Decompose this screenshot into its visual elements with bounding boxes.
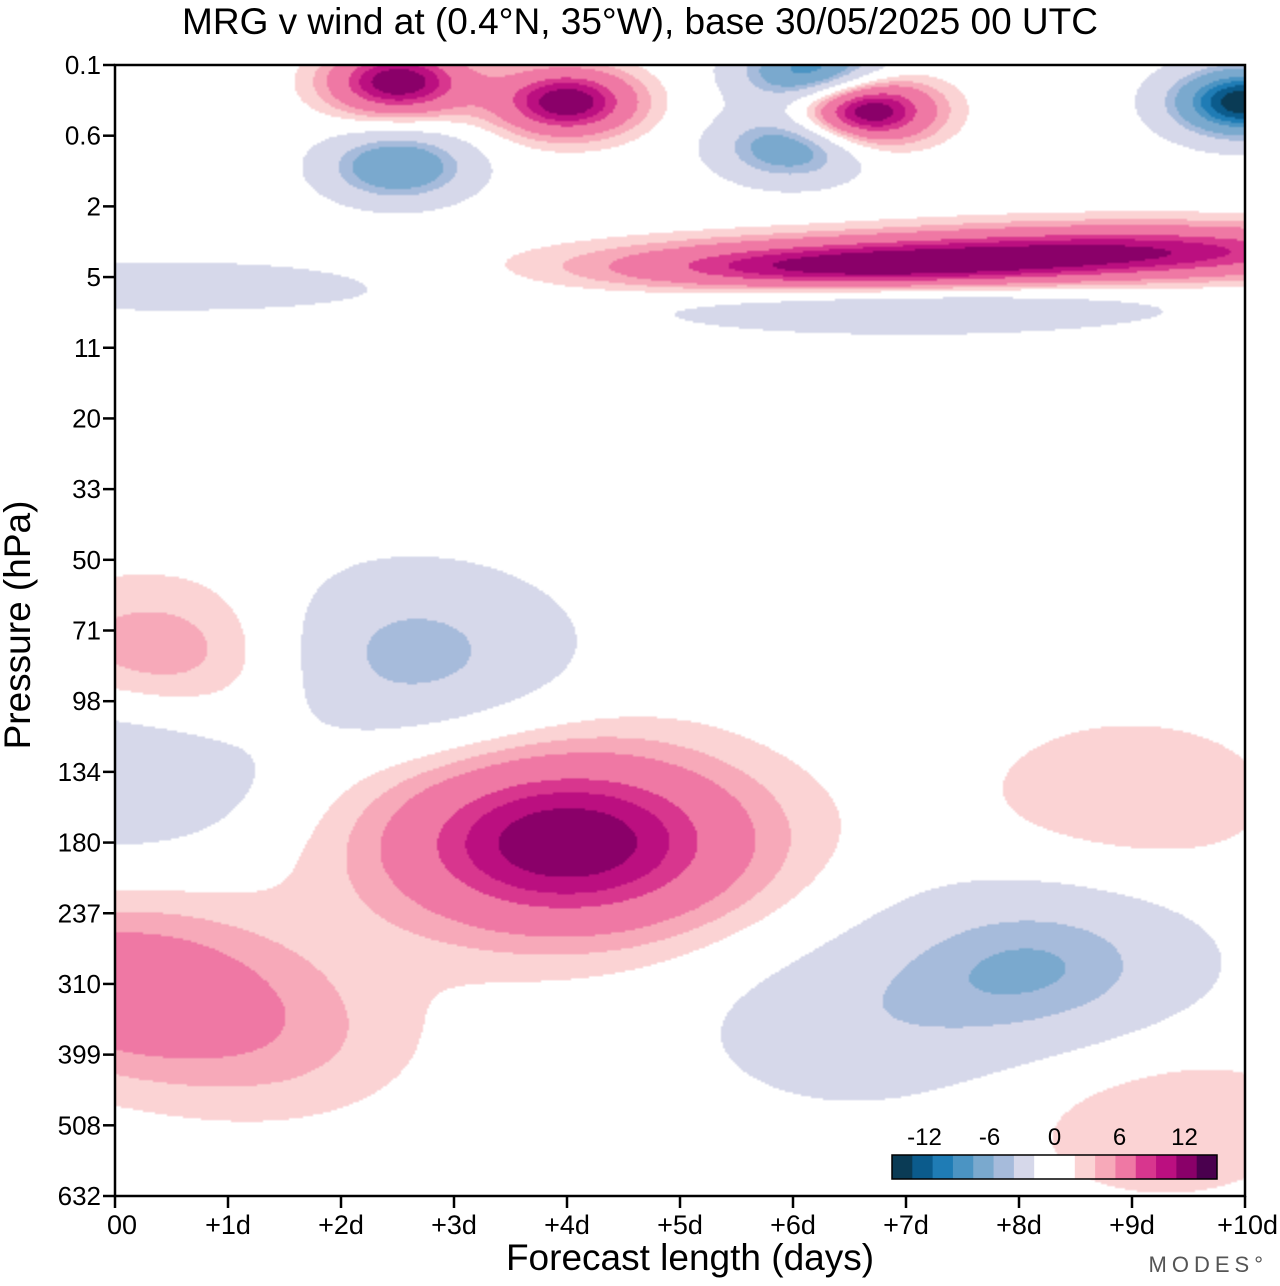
colorbar-swatch <box>993 1155 1015 1179</box>
modes-watermark: MODES° <box>1148 1252 1268 1277</box>
colorbar-tick-label: 6 <box>1113 1124 1126 1151</box>
colorbar-swatch <box>973 1155 995 1179</box>
colorbar-swatch <box>1196 1155 1218 1179</box>
x-tick-label: +2d <box>318 1210 364 1240</box>
colorbar-swatch <box>1156 1155 1177 1179</box>
y-tick-label: 5 <box>87 262 101 292</box>
x-axis: 00 +1d +2d +3d +4d +5d +6d +7d +8d +9d +10d <box>107 1196 1278 1240</box>
colorbar-swatch <box>1054 1155 1076 1179</box>
y-tick-label: 134 <box>58 757 101 787</box>
colorbar-swatch <box>912 1155 934 1179</box>
colorbar-tick-label: 0 <box>1048 1124 1061 1151</box>
y-tick-label: 20 <box>72 403 101 433</box>
x-axis-label: Forecast length (days) <box>505 1237 875 1278</box>
colorbar-swatch <box>1176 1155 1198 1179</box>
colorbar-swatch <box>1095 1155 1116 1179</box>
x-tick-label: +4d <box>544 1210 590 1240</box>
y-tick-label: 508 <box>58 1110 101 1140</box>
colorbar-swatch <box>932 1155 954 1179</box>
colorbar-swatch <box>1115 1155 1137 1179</box>
y-axis: 0.1 0.6 2 5 11 20 33 50 71 98 134 180 237 310 399 508 63… <box>58 50 115 1211</box>
x-tick-label: +8d <box>996 1210 1042 1240</box>
colorbar-swatch <box>1074 1155 1096 1179</box>
x-tick-label: +6d <box>770 1210 816 1240</box>
x-tick-label: +7d <box>883 1210 929 1240</box>
y-tick-label: 50 <box>72 545 101 575</box>
y-tick-label: 180 <box>58 828 101 858</box>
y-tick-label: 2 <box>87 191 101 221</box>
y-axis-label: Pressure (hPa) <box>0 500 38 750</box>
colorbar-tick-label: -12 <box>907 1124 942 1151</box>
colorbar-swatch <box>1034 1155 1055 1179</box>
x-tick-label: +10d <box>1217 1210 1278 1240</box>
y-tick-label: 0.6 <box>65 121 101 151</box>
y-tick-label: 237 <box>58 898 101 928</box>
colorbar-swatch <box>952 1155 974 1179</box>
y-tick-label: 399 <box>58 1040 101 1070</box>
colorbar-swatch <box>892 1155 913 1179</box>
colorbar-legend: -12 -6 0 6 12 <box>891 1124 1218 1180</box>
y-tick-label: 310 <box>58 969 101 999</box>
colorbar-swatch <box>1013 1155 1035 1179</box>
colorbar-swatch <box>1135 1155 1157 1179</box>
x-tick-label: +3d <box>431 1210 477 1240</box>
x-tick-label: 00 <box>107 1210 137 1240</box>
x-tick-label: +9d <box>1109 1210 1155 1240</box>
y-tick-label: 11 <box>74 333 101 363</box>
x-tick-label: +1d <box>205 1210 251 1240</box>
contour-field <box>115 65 1245 1196</box>
colorbar-tick-label: 12 <box>1171 1124 1198 1151</box>
y-tick-label: 71 <box>72 616 101 646</box>
x-tick-label: +5d <box>657 1210 703 1240</box>
y-tick-label: 98 <box>72 686 101 716</box>
chart-title: MRG v wind at (0.4°N, 35°W), base 30/05/… <box>182 1 1098 42</box>
y-tick-label: 0.1 <box>65 50 101 80</box>
colorbar-frame <box>891 1154 1218 1180</box>
y-tick-label: 33 <box>72 474 101 504</box>
colorbar-tick-label: -6 <box>979 1124 1000 1151</box>
y-tick-label: 632 <box>58 1181 101 1211</box>
